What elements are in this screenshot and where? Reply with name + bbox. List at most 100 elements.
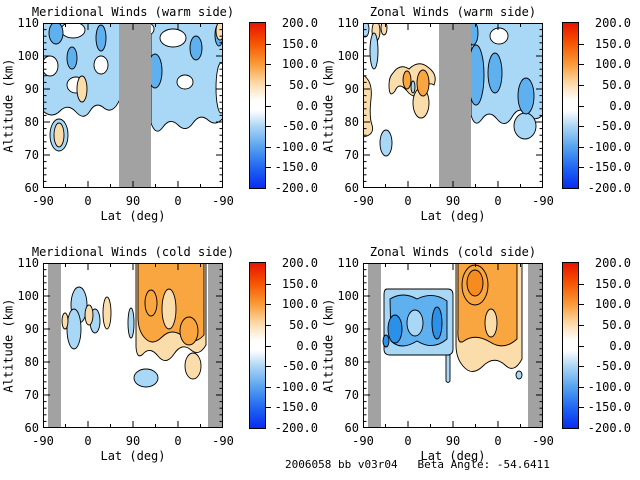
x-tick-label: 0 bbox=[494, 434, 502, 448]
panel-title-zonal-cold: Zonal Winds (cold side) bbox=[369, 245, 537, 259]
colorbar-label: -50.0 bbox=[281, 359, 318, 374]
x-tick-label: 90 bbox=[445, 194, 461, 208]
colorbar-label: -50.0 bbox=[594, 359, 631, 374]
colorbar-tick bbox=[266, 105, 271, 107]
colorbar-label: 100.0 bbox=[281, 57, 318, 72]
colorbar-tick bbox=[266, 386, 271, 388]
x-tick-label: -90 bbox=[352, 434, 374, 448]
contour-plot-zonal-warm bbox=[363, 23, 543, 188]
colorbar-label: -200.0 bbox=[587, 421, 631, 435]
colorbar-tick bbox=[579, 345, 584, 347]
x-tick-label: -90 bbox=[32, 434, 54, 448]
colorbar-tick bbox=[579, 386, 584, 388]
x-axis-label: Lat (deg) bbox=[100, 449, 166, 463]
colorbar-label: 50.0 bbox=[289, 317, 318, 332]
colorbar-label: 0.0 bbox=[609, 338, 631, 353]
colorbar-tick bbox=[579, 366, 584, 368]
y-axis-label: Altitude (km) bbox=[321, 58, 336, 153]
x-tick-label: 90 bbox=[125, 434, 141, 448]
panel-title-meridional-cold: Meridional Winds (cold side) bbox=[31, 245, 235, 259]
colorbar-label: 200.0 bbox=[281, 16, 318, 30]
colorbar-label: 150.0 bbox=[594, 276, 631, 291]
y-tick-label: 100 bbox=[337, 49, 359, 63]
colorbar-label: 50.0 bbox=[289, 77, 318, 92]
colorbar-label: 150.0 bbox=[281, 276, 318, 291]
y-tick-label: 60 bbox=[344, 421, 359, 435]
colorbar-label: 0.0 bbox=[296, 98, 318, 113]
colorbar-label: -150.0 bbox=[274, 400, 318, 415]
y-tick-label: 90 bbox=[344, 322, 359, 336]
y-tick-label: 110 bbox=[337, 256, 359, 270]
colorbar-tick bbox=[579, 64, 584, 66]
colorbar-label: -200.0 bbox=[587, 181, 631, 195]
y-axis-label: Altitude (km) bbox=[321, 298, 336, 393]
x-tick-label: 90 bbox=[445, 434, 461, 448]
colorbar-label: -50.0 bbox=[281, 119, 318, 134]
y-tick-label: 90 bbox=[344, 82, 359, 96]
colorbar-label: 100.0 bbox=[281, 297, 318, 312]
y-tick-label: 80 bbox=[344, 355, 359, 369]
x-tick-label: -90 bbox=[532, 194, 554, 208]
x-tick-label: 0 bbox=[84, 434, 92, 448]
y-tick-label: 90 bbox=[24, 322, 39, 336]
y-tick-label: 110 bbox=[337, 16, 359, 30]
x-tick-label: 0 bbox=[404, 434, 412, 448]
colorbar-tick bbox=[266, 304, 271, 306]
y-tick-label: 70 bbox=[24, 388, 39, 402]
y-tick-label: 100 bbox=[17, 49, 39, 63]
colorbar-label: -200.0 bbox=[274, 421, 318, 435]
colorbar-tick bbox=[266, 126, 271, 128]
colorbar-label: 150.0 bbox=[281, 36, 318, 51]
x-axis-label: Lat (deg) bbox=[100, 209, 166, 223]
y-axis-label: Altitude (km) bbox=[1, 58, 16, 153]
x-tick-label: 0 bbox=[84, 194, 92, 208]
colorbar-label: 0.0 bbox=[609, 98, 631, 113]
colorbar-meridional-warm bbox=[249, 22, 266, 189]
colorbar-tick bbox=[266, 84, 271, 86]
colorbar-label: 50.0 bbox=[602, 77, 631, 92]
colorbar-tick bbox=[266, 283, 271, 285]
colorbar-label: 50.0 bbox=[602, 317, 631, 332]
colorbar-label: 100.0 bbox=[594, 57, 631, 72]
y-tick-label: 60 bbox=[24, 181, 39, 195]
x-tick-label: -90 bbox=[352, 194, 374, 208]
colorbar-label: 200.0 bbox=[594, 16, 631, 30]
colorbar-tick bbox=[579, 43, 584, 45]
colorbar-tick bbox=[266, 345, 271, 347]
colorbar-label: -150.0 bbox=[587, 400, 631, 415]
panel-title-zonal-warm: Zonal Winds (warm side) bbox=[369, 5, 537, 19]
colorbar-label: -50.0 bbox=[594, 119, 631, 134]
colorbar-label: -100.0 bbox=[274, 139, 318, 154]
colorbar-label: 200.0 bbox=[281, 256, 318, 270]
colorbar-label: 0.0 bbox=[296, 338, 318, 353]
colorbar-label: -100.0 bbox=[274, 379, 318, 394]
x-tick-label: 0 bbox=[494, 194, 502, 208]
colorbar-meridional-cold bbox=[249, 262, 266, 429]
x-tick-label: -90 bbox=[212, 434, 234, 448]
x-axis-label: Lat (deg) bbox=[420, 209, 486, 223]
x-tick-label: -90 bbox=[32, 194, 54, 208]
x-tick-label: 90 bbox=[125, 194, 141, 208]
x-tick-label: 0 bbox=[174, 194, 182, 208]
colorbar-tick bbox=[579, 304, 584, 306]
y-tick-label: 110 bbox=[17, 16, 39, 30]
y-tick-label: 80 bbox=[24, 115, 39, 129]
colorbar-tick bbox=[579, 84, 584, 86]
colorbar-tick bbox=[266, 64, 271, 66]
colorbar-tick bbox=[266, 407, 271, 409]
colorbar-tick bbox=[266, 366, 271, 368]
colorbar-tick bbox=[579, 105, 584, 107]
y-tick-label: 100 bbox=[17, 289, 39, 303]
y-tick-label: 80 bbox=[24, 355, 39, 369]
panel-title-meridional-warm: Meridional Winds (warm side) bbox=[31, 5, 235, 19]
colorbar-tick bbox=[266, 167, 271, 169]
contour-plot-meridional-cold bbox=[43, 263, 223, 428]
y-tick-label: 90 bbox=[24, 82, 39, 96]
contour-plot-meridional-warm bbox=[43, 23, 223, 188]
colorbar-tick bbox=[579, 167, 584, 169]
colorbar-tick bbox=[579, 407, 584, 409]
y-axis-label: Altitude (km) bbox=[1, 298, 16, 393]
colorbar-tick bbox=[266, 146, 271, 148]
colorbar-zonal-cold bbox=[562, 262, 579, 429]
